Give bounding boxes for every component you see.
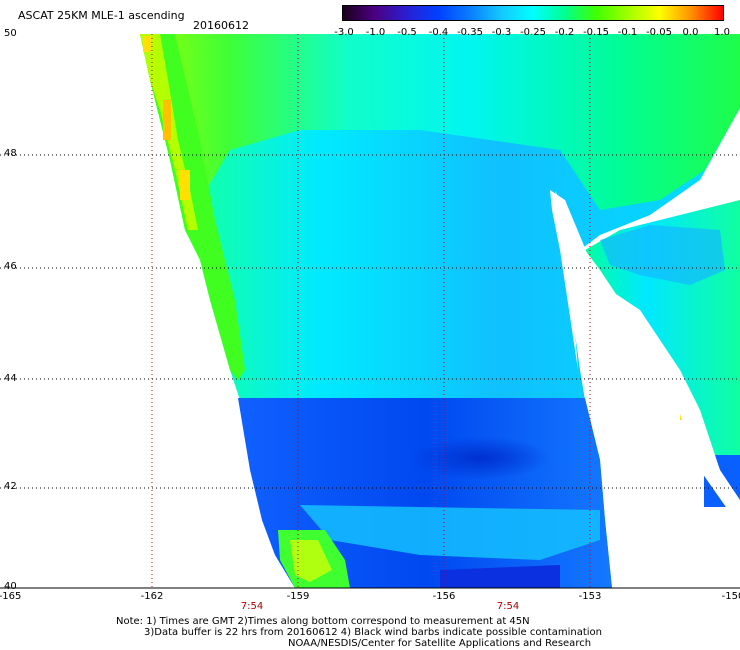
colorbar-tick-label: -3.0 <box>334 27 354 38</box>
note-line-3: NOAA/NESDIS/Center for Satellite Applica… <box>288 638 592 649</box>
latitude-label: 40 <box>4 581 17 592</box>
longitude-label: -159 <box>286 591 310 602</box>
note-line-1: Note: 1) Times are GMT 2)Times along bot… <box>116 616 530 627</box>
colorbar-tick-label: -0.05 <box>646 27 672 38</box>
latitude-label: 50 <box>4 28 17 39</box>
colorbar-tick-label: -1.0 <box>365 27 386 38</box>
colorbar-tick-label: -0.15 <box>583 27 609 38</box>
colorbar-tick-label: -0.2 <box>554 27 575 38</box>
map-title: ASCAT 25KM MLE-1 ascending <box>18 9 185 22</box>
map-date: 20160612 <box>193 19 249 32</box>
colorbar-tick-label: -0.5 <box>397 27 417 38</box>
longitude-label: -150 <box>721 591 740 602</box>
colorbar-tick-label: -0.4 <box>428 27 449 38</box>
longitude-label: -156 <box>432 591 456 602</box>
time-label: 7:54 <box>240 601 264 612</box>
colorbar-tick-label: 0.0 <box>682 27 699 38</box>
time-label: 7:54 <box>496 601 520 612</box>
colorbar-tick-label: -0.1 <box>617 27 638 38</box>
latitude-label: 42 <box>4 481 17 492</box>
longitude-label: -165 <box>0 591 22 602</box>
latitude-label: 46 <box>4 261 17 272</box>
colorbar-tick-label: -0.3 <box>491 27 512 38</box>
latitude-label: 48 <box>4 148 17 159</box>
longitude-label: -162 <box>140 591 164 602</box>
colorbar-tick-label: -0.35 <box>457 27 483 38</box>
colorbar-tick-label: -0.25 <box>520 27 546 38</box>
colorbar <box>342 5 724 21</box>
grid <box>0 154 740 489</box>
swath-main <box>140 34 740 588</box>
latitude-label: 44 <box>4 373 17 384</box>
colorbar-tick-label: 1.0 <box>714 27 730 38</box>
grid-vertical <box>151 34 591 588</box>
longitude-label: -153 <box>578 591 602 602</box>
note-line-2: 3)Data buffer is 22 hrs from 20160612 4)… <box>144 627 602 638</box>
